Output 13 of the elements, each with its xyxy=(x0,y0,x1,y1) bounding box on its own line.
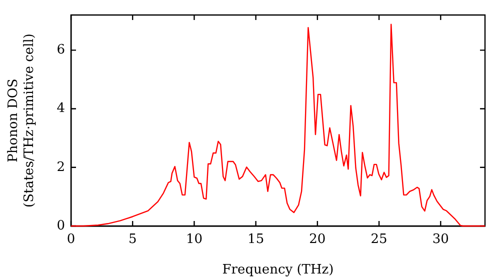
y-tick-label: 0 xyxy=(56,218,65,234)
x-tick-label: 15 xyxy=(248,232,264,248)
x-tick-label: 10 xyxy=(186,232,202,248)
x-tick-label: 5 xyxy=(128,232,137,248)
y-axis-title: Phonon DOS (States/THz·primitive cell) xyxy=(6,33,37,208)
x-tick-label: 25 xyxy=(370,232,388,248)
y-tick-label: 4 xyxy=(56,101,65,116)
y-tick-label: 6 xyxy=(56,42,65,58)
x-tick-label: 0 xyxy=(66,232,76,248)
x-tick-label: 20 xyxy=(309,232,326,248)
x-axis-title: Frequency (THz) xyxy=(222,262,334,278)
y-tick-label: 2 xyxy=(56,160,65,175)
x-tick-label: 30 xyxy=(432,232,449,248)
